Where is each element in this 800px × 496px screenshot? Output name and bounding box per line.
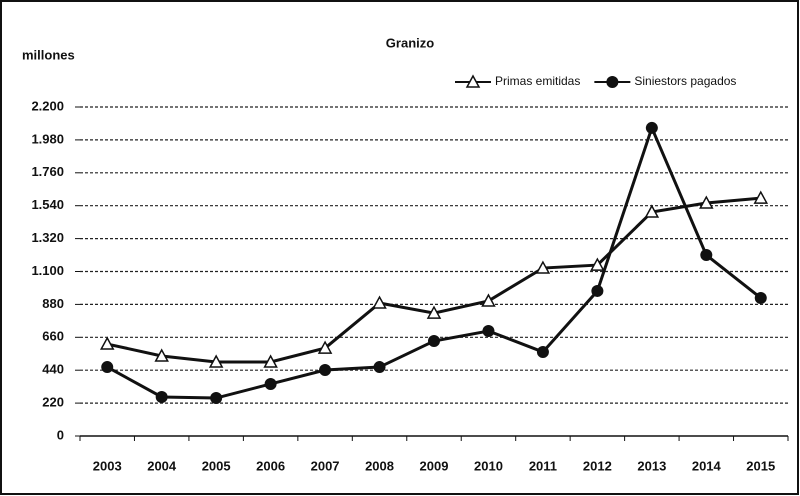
marker-circle [645,121,658,134]
y-tick-label: 220 [42,395,64,410]
marker-circle [210,392,223,405]
x-tick-label: 2008 [365,458,394,473]
x-tick-label: 2005 [202,458,231,473]
marker-triangle [753,190,769,204]
marker-triangle [590,257,605,271]
marker-triangle [481,293,496,307]
y-tick-label: 2.200 [31,98,64,113]
marker-triangle [263,354,278,368]
legend-label: Primas emitidas [495,74,580,88]
x-tick-label: 2003 [93,458,122,473]
marker-triangle [208,354,224,368]
marker-circle [482,325,495,338]
marker-circle [428,335,440,348]
y-tick-label: 0 [57,427,64,442]
y-tick-label: 1.760 [31,164,64,179]
chart-title: Granizo [386,35,434,50]
marker-circle [264,377,277,390]
marker-circle [319,364,332,377]
marker-triangle [535,260,551,274]
x-tick-label: 2015 [746,458,775,473]
y-tick-label: 1.980 [31,131,64,146]
marker-circle [101,361,114,374]
x-tick-label: 2012 [583,458,612,473]
marker-circle [591,284,604,297]
y-tick-label: 1.100 [31,263,64,278]
marker-triangle [372,295,387,309]
legend-marker [465,74,481,88]
x-tick-label: 2013 [637,458,666,473]
y-tick-label: 660 [42,329,64,344]
y-tick-label: 1.540 [31,197,64,212]
marker-circle [754,291,767,304]
marker-triangle [644,204,660,218]
marker-triangle [317,340,333,354]
marker-triangle [99,336,115,350]
marker-circle [155,390,168,403]
y-tick-label: 1.320 [31,230,64,245]
x-tick-label: 2004 [147,458,177,473]
x-tick-label: 2009 [420,458,449,473]
x-tick-label: 2006 [256,458,285,473]
legend-label: Siniestors pagados [634,74,736,88]
x-tick-label: 2007 [311,458,340,473]
marker-triangle [699,195,714,209]
legend-marker [606,76,619,88]
x-tick-label: 2014 [692,458,722,473]
marker-circle [373,361,386,374]
marker-triangle [154,348,169,362]
x-tick-label: 2011 [529,458,557,473]
marker-circle [536,345,549,358]
x-tick-label: 2010 [474,458,503,473]
y-tick-label: 440 [42,362,64,377]
marker-circle [700,249,713,262]
marker-triangle [426,305,442,319]
y-tick-label: 880 [42,296,64,311]
y-axis-label: millones [22,47,75,62]
